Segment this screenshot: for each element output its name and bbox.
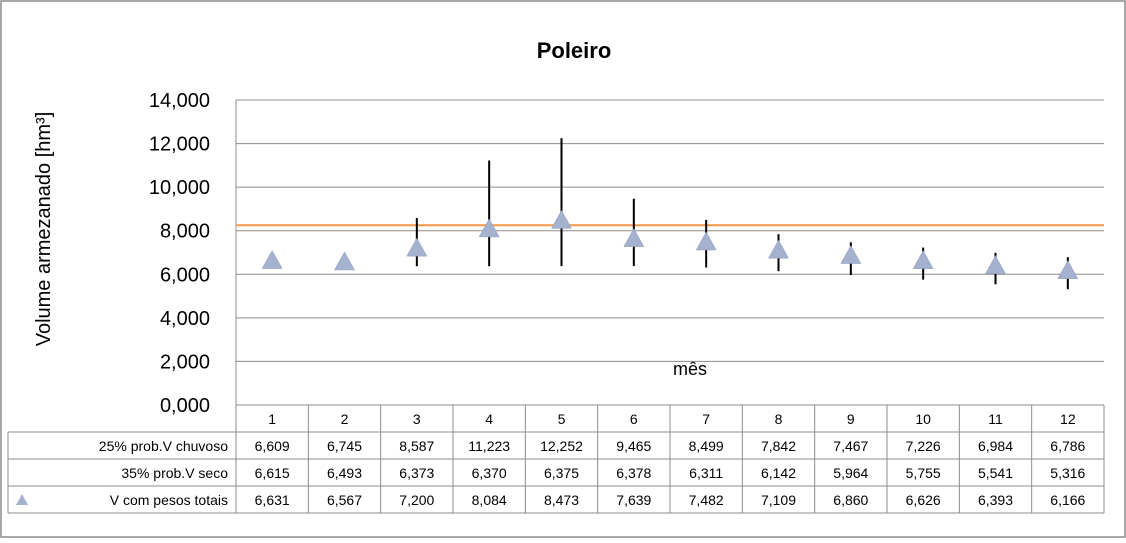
data-label: 6,615 xyxy=(255,465,290,481)
data-label: 6,311 xyxy=(689,465,723,481)
y-axis-label: Volume armezanado [hm³] xyxy=(33,112,55,347)
y-tick-label: 4,000 xyxy=(160,308,210,330)
gridlines xyxy=(235,99,1104,405)
data-point-marker xyxy=(985,255,1006,274)
data-label: 9,465 xyxy=(616,438,651,454)
data-point-marker xyxy=(695,231,717,251)
data-label: 11,223 xyxy=(468,438,510,454)
data-label: 6,378 xyxy=(616,465,651,481)
data-label: 6,373 xyxy=(399,465,434,481)
legend-marker xyxy=(16,494,28,505)
data-point-marker xyxy=(478,218,500,238)
data-label: 7,467 xyxy=(833,438,868,454)
category-label: 2 xyxy=(341,411,349,427)
data-point-marker xyxy=(551,209,572,229)
category-label: 12 xyxy=(1060,411,1076,427)
data-label: 8,084 xyxy=(472,492,507,508)
data-label: 5,316 xyxy=(1050,465,1085,481)
data-label: 6,626 xyxy=(906,492,941,508)
data-point-marker xyxy=(406,237,428,257)
y-tick-label: 0,000 xyxy=(160,395,210,417)
series-name: 35% prob.V seco xyxy=(121,465,228,481)
y-tick-label: 12,000 xyxy=(149,134,210,156)
data-point-marker xyxy=(334,251,355,271)
series-name: V com pesos totais xyxy=(110,492,228,508)
data-label: 6,631 xyxy=(255,492,290,508)
y-tick-labels: 0,000 2,000 4,000 6,000 8,000 10,000 12,000 14,… xyxy=(149,90,210,417)
category-label: 7 xyxy=(702,411,710,427)
y-tick-label: 8,000 xyxy=(160,221,210,243)
data-point-marker xyxy=(912,250,934,269)
y-tick-label: 10,000 xyxy=(149,177,210,199)
category-label: 4 xyxy=(485,411,493,427)
data-label: 6,166 xyxy=(1050,492,1085,508)
category-label: 3 xyxy=(413,411,421,427)
category-label: 11 xyxy=(988,411,1003,427)
data-label: 5,541 xyxy=(978,465,1013,481)
data-point-marker xyxy=(623,228,645,247)
data-label: 6,984 xyxy=(978,438,1013,454)
data-label: 5,755 xyxy=(906,465,941,481)
chart-title: Poleiro xyxy=(537,38,612,63)
data-label: 6,745 xyxy=(327,438,362,454)
data-label: 5,964 xyxy=(833,465,868,481)
data-label: 7,639 xyxy=(616,492,651,508)
data-label: 6,567 xyxy=(327,492,362,508)
series-name: 25% prob.V chuvoso xyxy=(99,438,228,454)
category-label: 10 xyxy=(915,411,931,427)
data-label: 7,200 xyxy=(399,492,434,508)
y-tick-label: 2,000 xyxy=(160,351,210,373)
data-label: 7,842 xyxy=(761,438,796,454)
data-point-marker xyxy=(840,245,862,264)
data-point-marker xyxy=(768,239,789,259)
data-label: 6,609 xyxy=(255,438,290,454)
data-point-marker xyxy=(1057,260,1079,279)
markers xyxy=(261,209,1079,279)
data-label: 8,587 xyxy=(399,438,434,454)
data-label: 7,482 xyxy=(689,492,724,508)
category-label: 8 xyxy=(775,411,783,427)
data-label: 12,252 xyxy=(540,438,583,454)
data-label: 6,493 xyxy=(327,465,362,481)
data-label: 6,142 xyxy=(761,465,796,481)
data-label: 6,375 xyxy=(544,465,579,481)
data-label: 6,860 xyxy=(833,492,868,508)
category-label: 5 xyxy=(558,411,566,427)
data-label: 6,370 xyxy=(472,465,507,481)
data-label: 8,473 xyxy=(544,492,579,508)
data-label: 6,393 xyxy=(978,492,1013,508)
data-label: 7,226 xyxy=(906,438,941,454)
data-label: 8,499 xyxy=(689,438,724,454)
x-axis-label: mês xyxy=(673,359,707,379)
data-label: 7,109 xyxy=(761,492,796,508)
y-tick-label: 14,000 xyxy=(149,90,210,112)
data-point-marker xyxy=(261,250,283,269)
y-tick-label: 6,000 xyxy=(160,264,210,286)
data-label: 6,786 xyxy=(1050,438,1085,454)
category-label: 6 xyxy=(630,411,638,427)
category-label: 1 xyxy=(268,411,276,427)
category-label: 9 xyxy=(847,411,855,427)
